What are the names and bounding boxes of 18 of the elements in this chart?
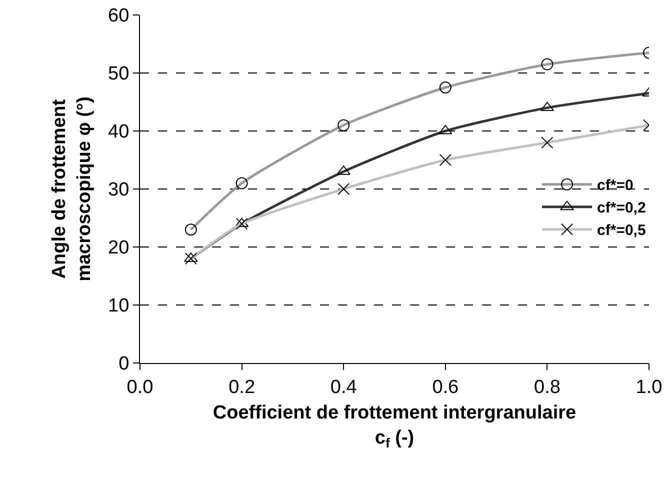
y-tick-label: 30 [108,180,130,201]
y-axis-title: Angle de frottement macroscopique φ (°) [49,96,95,282]
y-tick-label: 20 [108,238,130,259]
y-tick-label: 50 [108,64,130,85]
y-tick-label: 10 [108,296,130,317]
x-tick-label: 0.4 [330,376,358,398]
x-axis-title: Coefficient de frottement intergranulaire c$_{f}$ (-) [212,402,576,450]
y-tick-label: 60 [108,6,130,27]
x-tick-label: 0.0 [126,376,154,398]
legend-label: cf*=0,5 [597,222,646,240]
legend-label: cf*=0,2 [597,200,646,217]
x-tick-label: 0.6 [432,376,459,398]
x-tick-label: 0.8 [534,376,560,398]
y-tick-label: 0 [118,354,130,375]
x-tick-label: 0.2 [228,376,256,398]
y-tick-label: 40 [108,122,130,143]
x-tick-label: 1.0 [636,376,662,398]
legend-label: cf*=0 [597,177,634,194]
